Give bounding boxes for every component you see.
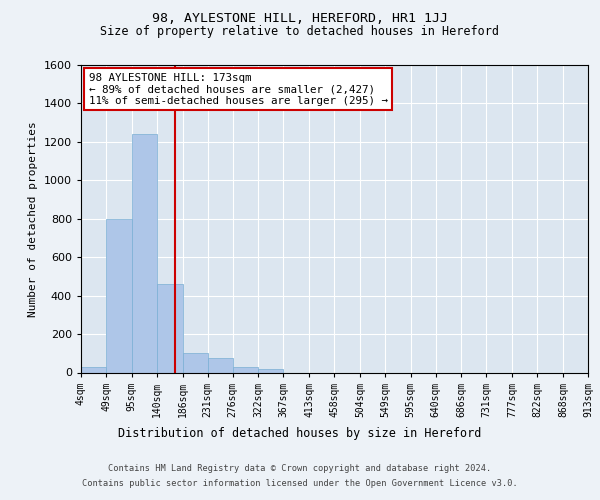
Text: Contains public sector information licensed under the Open Government Licence v3: Contains public sector information licen… bbox=[82, 479, 518, 488]
Bar bbox=[182, 354, 208, 372]
Text: Distribution of detached houses by size in Hereford: Distribution of detached houses by size … bbox=[118, 428, 482, 440]
Text: 98 AYLESTONE HILL: 173sqm
← 89% of detached houses are smaller (2,427)
11% of se: 98 AYLESTONE HILL: 173sqm ← 89% of detac… bbox=[89, 72, 388, 106]
Bar bbox=[132, 134, 157, 372]
Text: Size of property relative to detached houses in Hereford: Size of property relative to detached ho… bbox=[101, 25, 499, 38]
Bar bbox=[157, 284, 182, 372]
Y-axis label: Number of detached properties: Number of detached properties bbox=[28, 121, 38, 316]
Bar bbox=[259, 368, 283, 372]
Bar bbox=[233, 366, 259, 372]
Bar bbox=[106, 219, 132, 372]
Text: 98, AYLESTONE HILL, HEREFORD, HR1 1JJ: 98, AYLESTONE HILL, HEREFORD, HR1 1JJ bbox=[152, 12, 448, 26]
Bar bbox=[208, 358, 233, 372]
Text: Contains HM Land Registry data © Crown copyright and database right 2024.: Contains HM Land Registry data © Crown c… bbox=[109, 464, 491, 473]
Bar bbox=[81, 366, 106, 372]
